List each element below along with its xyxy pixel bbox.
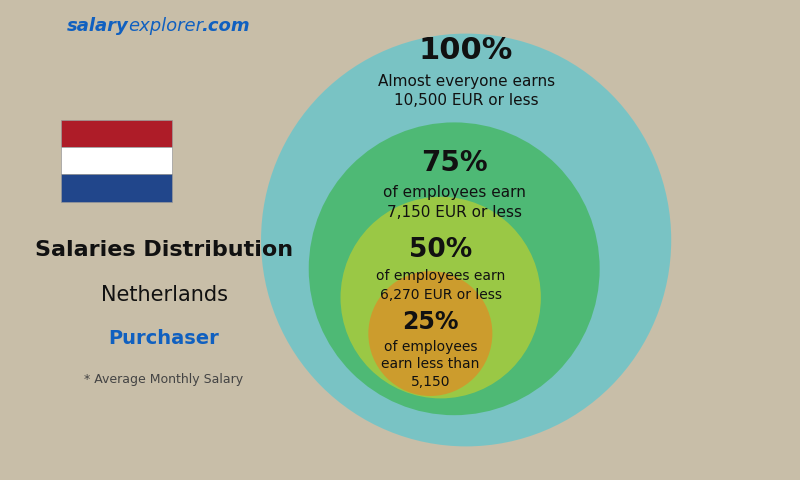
- Text: .com: .com: [202, 17, 250, 36]
- FancyBboxPatch shape: [61, 120, 172, 147]
- Text: of employees: of employees: [384, 339, 477, 354]
- Text: Netherlands: Netherlands: [101, 285, 227, 305]
- Text: 10,500 EUR or less: 10,500 EUR or less: [394, 93, 538, 108]
- Text: 75%: 75%: [421, 149, 487, 177]
- Text: Purchaser: Purchaser: [109, 329, 219, 348]
- Ellipse shape: [341, 197, 541, 398]
- Text: of employees earn: of employees earn: [382, 184, 526, 200]
- Text: salary: salary: [66, 17, 128, 36]
- Text: * Average Monthly Salary: * Average Monthly Salary: [85, 372, 244, 386]
- Ellipse shape: [261, 34, 671, 446]
- Text: 25%: 25%: [402, 310, 458, 334]
- Text: 7,150 EUR or less: 7,150 EUR or less: [386, 204, 522, 220]
- Text: Salaries Distribution: Salaries Distribution: [35, 240, 293, 260]
- Text: 100%: 100%: [419, 36, 514, 65]
- FancyBboxPatch shape: [61, 147, 172, 174]
- Text: 6,270 EUR or less: 6,270 EUR or less: [380, 288, 502, 302]
- Text: explorer: explorer: [128, 17, 203, 36]
- Text: Almost everyone earns: Almost everyone earns: [378, 74, 554, 89]
- Text: of employees earn: of employees earn: [376, 269, 506, 283]
- FancyBboxPatch shape: [61, 174, 172, 202]
- Ellipse shape: [309, 122, 600, 415]
- Text: earn less than: earn less than: [381, 357, 479, 371]
- Ellipse shape: [368, 271, 492, 396]
- Text: 50%: 50%: [409, 237, 472, 263]
- Text: 5,150: 5,150: [410, 374, 450, 389]
